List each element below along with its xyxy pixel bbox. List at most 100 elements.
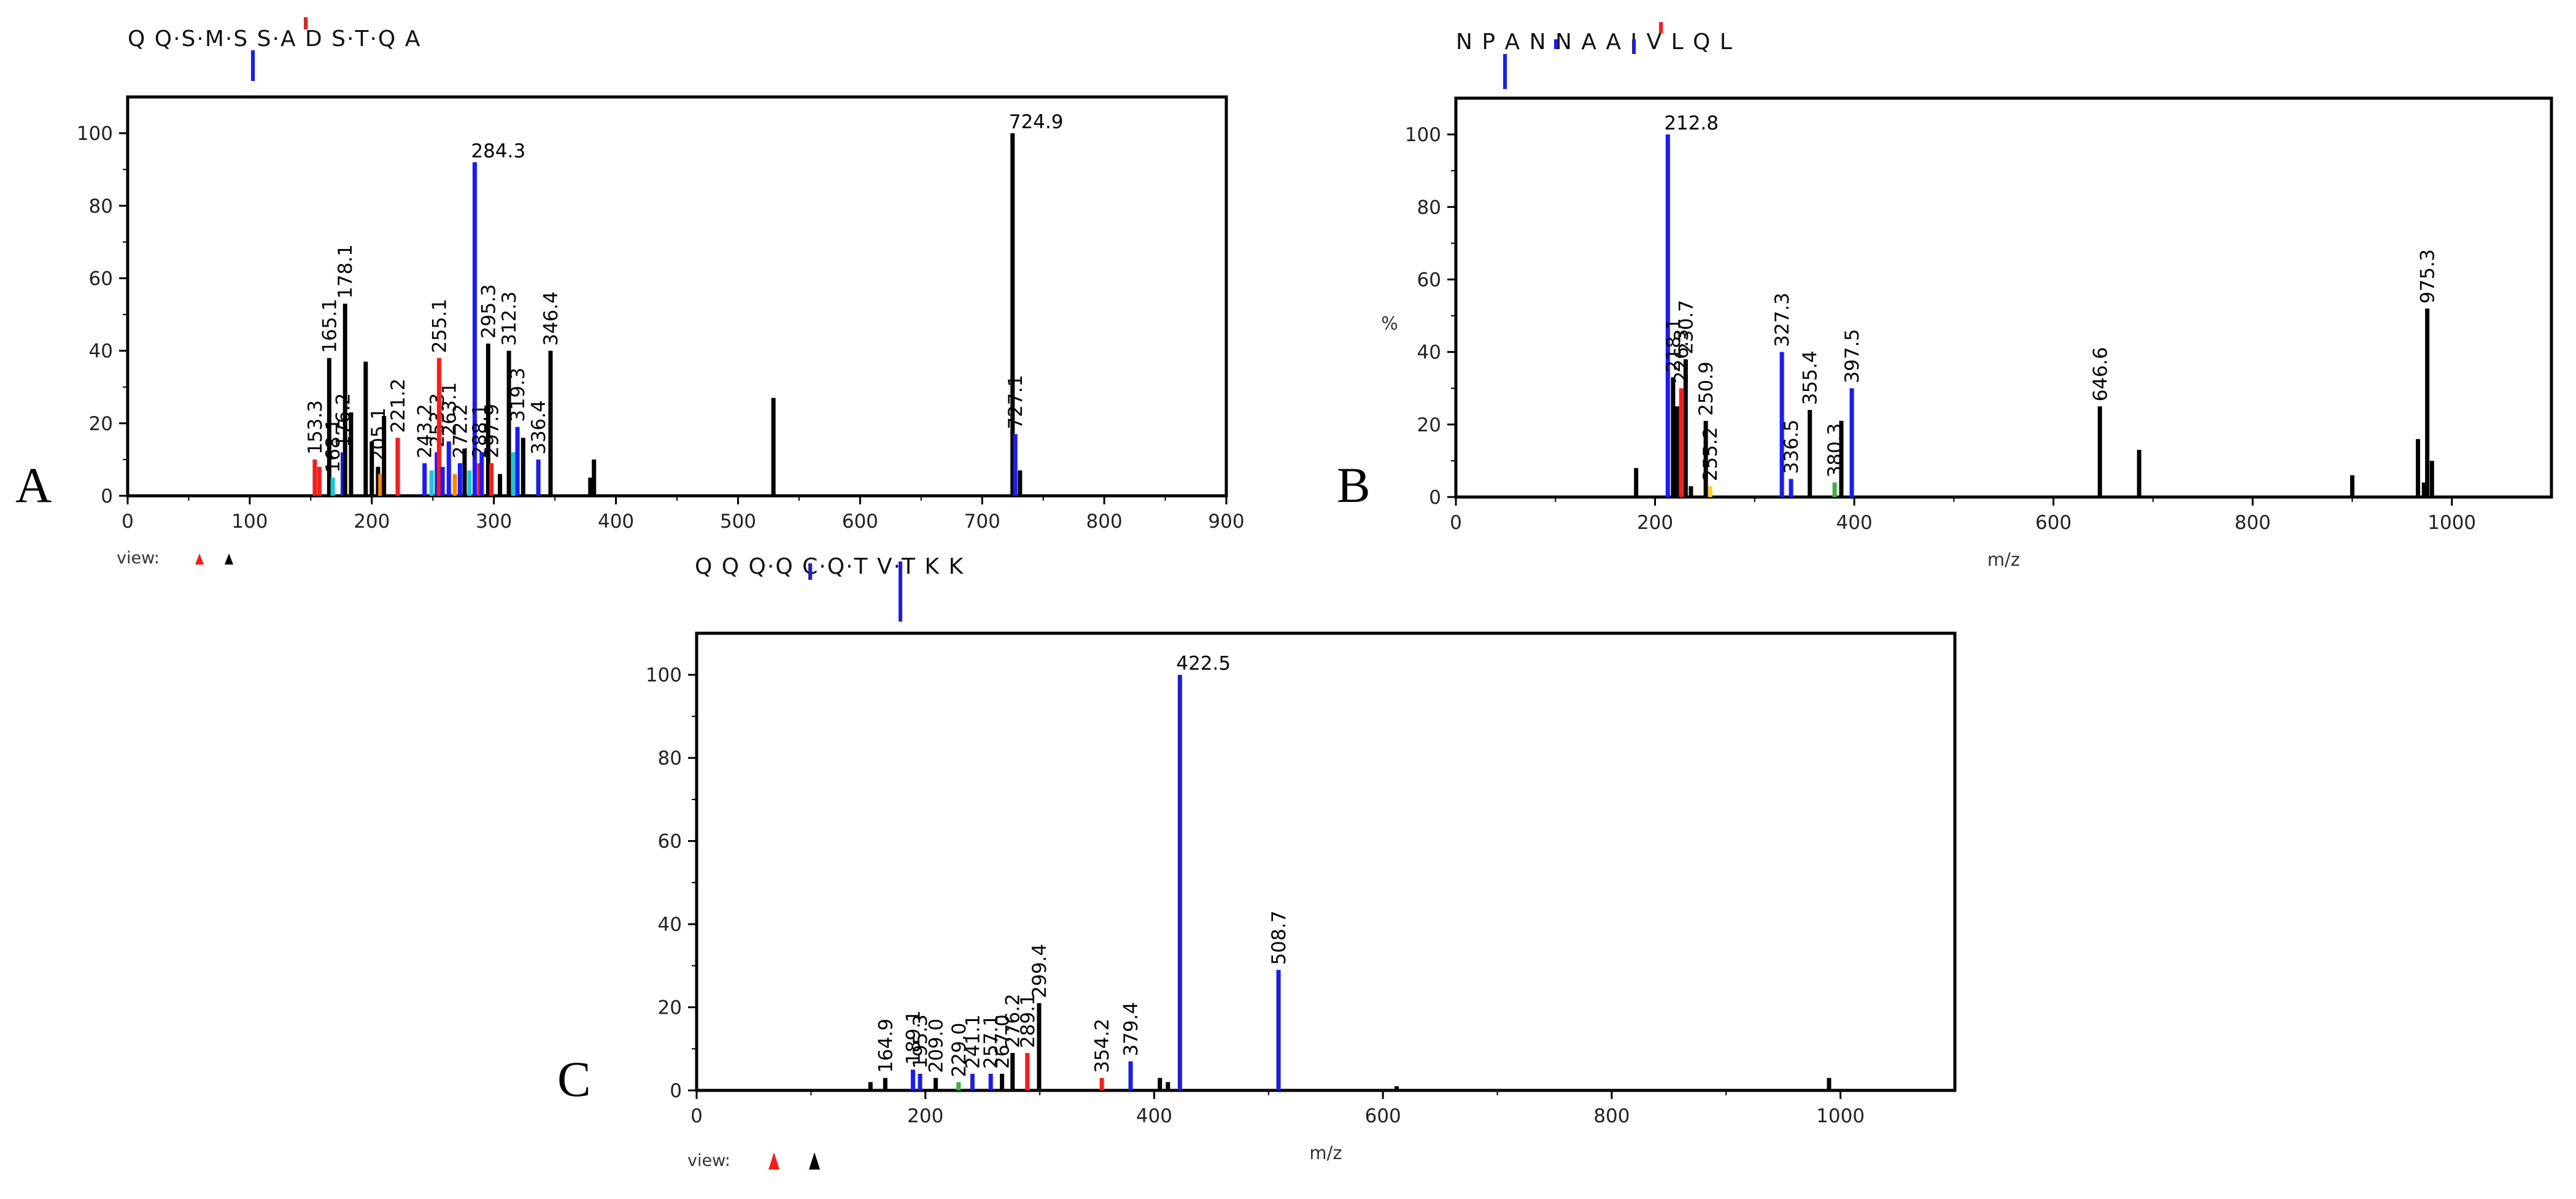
x-tick-label: 800 xyxy=(1086,511,1123,533)
peak-label: 195.3 xyxy=(910,1014,932,1069)
y-tick-label: 100 xyxy=(77,123,113,145)
view-up-arrow-black[interactable] xyxy=(809,1152,820,1170)
plot-frame-c xyxy=(695,631,1957,1092)
x-tick-label: 200 xyxy=(907,1105,943,1127)
x-tick-label: 900 xyxy=(1208,511,1244,533)
peak-label: 327.3 xyxy=(1771,293,1793,347)
x-tick-label: 0 xyxy=(690,1105,703,1127)
spectrum-panel-b: N P A N N A A I V L Q L 0 200 400 600 800 100… xyxy=(1381,22,2553,570)
x-axis-label: m/z xyxy=(1987,549,2020,570)
view-label-c: view: xyxy=(687,1151,730,1170)
y-tick-label: 0 xyxy=(1429,487,1441,509)
axes-a: 0 100 200 300 400 500 600 700 800 900 0 20 40 60 80 100 xyxy=(77,123,1245,533)
panel-letter-b: B xyxy=(1337,457,1371,513)
peak-label: 295.3 xyxy=(478,284,500,339)
peak-label: 230.7 xyxy=(1675,300,1697,355)
view-up-arrow-red[interactable] xyxy=(768,1152,779,1170)
x-tick-label: 0 xyxy=(122,511,134,533)
x-tick-label: 500 xyxy=(720,511,756,533)
peak-label: 284.3 xyxy=(471,140,525,162)
peak-label: 255.2 xyxy=(1700,427,1722,482)
peak-label: 205.1 xyxy=(368,407,390,462)
peak-label: 297.9 xyxy=(481,404,503,458)
x-tick-label: 800 xyxy=(2235,512,2271,534)
x-tick-label: 600 xyxy=(1365,1105,1401,1127)
peak-label: 255.1 xyxy=(428,299,451,353)
y-tick-label: 0 xyxy=(670,1080,682,1102)
peak-label: 336.5 xyxy=(1781,420,1803,474)
x-tick-label: 800 xyxy=(1593,1105,1630,1127)
y-tick-label: 20 xyxy=(89,413,113,435)
peak-label: 724.9 xyxy=(1009,111,1064,133)
axes-b: 0 200 400 600 800 1000 0 20 40 60 80 100 m/z% xyxy=(1381,124,2476,570)
peak-label: 299.4 xyxy=(1029,944,1051,998)
x-tick-label: 400 xyxy=(1136,1105,1172,1127)
peak-label: 189.1 xyxy=(902,1010,924,1065)
peak-label: 229.0 xyxy=(948,1023,970,1078)
peak-label: 209.0 xyxy=(926,1019,948,1073)
view-label-a: view: xyxy=(117,549,160,568)
panel-letter-c: C xyxy=(557,1051,591,1107)
x-tick-label: 100 xyxy=(231,511,268,533)
peak-label: 319.3 xyxy=(507,368,529,422)
peak-label: 508.7 xyxy=(1268,911,1290,965)
peak-label: 263.1 xyxy=(438,382,460,437)
peak-label: 165.1 xyxy=(319,299,341,353)
y-tick-label: 80 xyxy=(658,747,682,769)
y-tick-label: 80 xyxy=(1417,196,1441,218)
x-tick-label: 200 xyxy=(354,511,390,533)
y-tick-label: 40 xyxy=(89,341,113,363)
peak-label: 272.2 xyxy=(449,404,471,458)
view-up-arrow-black[interactable] xyxy=(225,553,233,565)
peak-label: 226.3 xyxy=(1671,329,1693,384)
peak-label: 336.4 xyxy=(528,400,550,455)
x-tick-label: 600 xyxy=(842,511,878,533)
peak-label: 153.3 xyxy=(304,400,327,455)
y-tick-label: 40 xyxy=(658,914,682,936)
peak-label: 354.2 xyxy=(1091,1019,1113,1073)
peak-label: 727.1 xyxy=(1005,375,1027,430)
fragment-markers-a xyxy=(251,17,307,81)
peptide-sequence-a: Q Q·S·M·S S·A D S·T·Q A xyxy=(128,26,421,52)
x-tick-label: 300 xyxy=(476,511,512,533)
peak-label: 267.0 xyxy=(992,1014,1014,1069)
peak-label: 257.1 xyxy=(980,1014,1002,1069)
peak-label: 312.3 xyxy=(498,291,520,346)
peak-label: 243.2 xyxy=(414,404,436,458)
peak-label: 241.1 xyxy=(962,1014,984,1069)
y-tick-label: 100 xyxy=(1405,124,1441,146)
peak-label: 646.6 xyxy=(2089,347,2111,402)
x-tick-label: 600 xyxy=(2035,512,2071,534)
peak-label: 212.8 xyxy=(1664,112,1719,134)
peak-label: 397.5 xyxy=(1841,329,1863,384)
x-tick-label: 400 xyxy=(1836,512,1873,534)
peak-label: 346.4 xyxy=(540,291,562,346)
peak-label: 355.4 xyxy=(1800,350,1822,405)
x-tick-label: 700 xyxy=(964,511,1000,533)
peak-label: 379.4 xyxy=(1120,1002,1142,1057)
y-tick-label: 20 xyxy=(1417,414,1441,436)
y-tick-label: 60 xyxy=(658,831,682,853)
panel-letter-a: A xyxy=(15,457,52,513)
y-tick-label: 100 xyxy=(646,665,682,687)
peak-label: 178.1 xyxy=(335,244,357,299)
y-tick-label: 60 xyxy=(1417,269,1441,291)
y-tick-label: 80 xyxy=(89,195,113,217)
axes-c: 0 200 400 600 800 1000 0 20 40 60 80 100 m/z xyxy=(646,665,1865,1163)
peak-label: 975.3 xyxy=(2417,249,2439,304)
x-tick-label: 1000 xyxy=(2427,512,2476,534)
peak-label: 250.9 xyxy=(1695,361,1717,416)
spectrum-panel-c: Q Q Q·Q C·Q·T V·T K K 0 200 400 600 800 10000… xyxy=(646,554,1957,1170)
x-tick-label: 0 xyxy=(1450,512,1462,534)
peptide-sequence-b: N P A N N A A I V L Q L xyxy=(1456,29,1733,55)
peak-label: 218.1 xyxy=(1663,318,1685,372)
peak-label: 289.1 xyxy=(1017,993,1039,1048)
plot-frame-a xyxy=(126,95,1228,498)
view-up-arrow-red[interactable] xyxy=(195,553,204,565)
y-tick-label: 20 xyxy=(658,997,682,1019)
y-tick-label: 0 xyxy=(101,485,113,507)
y-tick-label: 60 xyxy=(89,268,113,290)
x-tick-label: 400 xyxy=(598,511,634,533)
